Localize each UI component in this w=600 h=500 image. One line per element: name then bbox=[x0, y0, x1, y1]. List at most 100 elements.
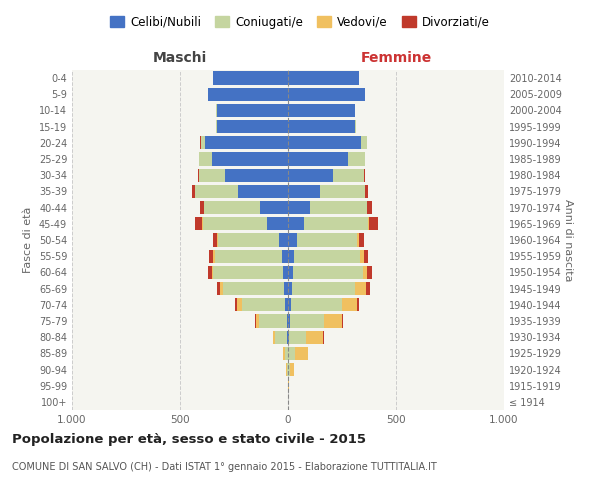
Bar bbox=[268, 217, 288, 230]
Bar bbox=[320, 185, 365, 198]
Bar bbox=[288, 298, 291, 312]
Bar bbox=[191, 185, 195, 198]
Bar bbox=[198, 168, 199, 182]
Bar bbox=[226, 168, 288, 182]
Bar bbox=[275, 330, 287, 344]
Bar bbox=[220, 282, 223, 295]
Bar bbox=[283, 266, 288, 279]
Bar bbox=[288, 152, 349, 166]
Bar bbox=[212, 266, 214, 279]
Bar bbox=[366, 282, 370, 295]
Bar bbox=[288, 217, 304, 230]
Bar bbox=[364, 250, 368, 263]
Bar bbox=[288, 363, 290, 376]
Y-axis label: Anni di nascita: Anni di nascita bbox=[563, 198, 573, 281]
Bar bbox=[292, 282, 355, 295]
Bar bbox=[290, 363, 294, 376]
Bar bbox=[280, 234, 288, 246]
Bar bbox=[289, 330, 306, 344]
Bar bbox=[214, 266, 283, 279]
Bar bbox=[341, 314, 343, 328]
Bar bbox=[288, 120, 355, 134]
Bar bbox=[291, 298, 342, 312]
Bar bbox=[242, 298, 285, 312]
Bar bbox=[208, 88, 288, 101]
Bar bbox=[288, 282, 292, 295]
Bar bbox=[287, 330, 288, 344]
Bar bbox=[215, 250, 281, 263]
Bar bbox=[288, 185, 320, 198]
Bar bbox=[204, 201, 260, 214]
Bar bbox=[368, 217, 369, 230]
Bar bbox=[209, 250, 214, 263]
Y-axis label: Fasce di età: Fasce di età bbox=[23, 207, 33, 273]
Bar bbox=[199, 152, 212, 166]
Bar bbox=[357, 234, 359, 246]
Bar bbox=[199, 168, 226, 182]
Text: COMUNE DI SAN SALVO (CH) - Dati ISTAT 1° gennaio 2015 - Elaborazione TUTTITALIA.: COMUNE DI SAN SALVO (CH) - Dati ISTAT 1°… bbox=[12, 462, 437, 472]
Bar bbox=[200, 136, 205, 149]
Bar bbox=[194, 217, 202, 230]
Bar bbox=[355, 120, 356, 134]
Bar bbox=[205, 136, 288, 149]
Bar bbox=[288, 266, 293, 279]
Bar bbox=[259, 314, 287, 328]
Text: Popolazione per età, sesso e stato civile - 2015: Popolazione per età, sesso e stato civil… bbox=[12, 432, 366, 446]
Bar bbox=[237, 298, 242, 312]
Bar bbox=[285, 298, 288, 312]
Legend: Celibi/Nubili, Coniugati/e, Vedovi/e, Divorziati/e: Celibi/Nubili, Coniugati/e, Vedovi/e, Di… bbox=[105, 11, 495, 34]
Bar bbox=[288, 104, 355, 117]
Bar bbox=[195, 185, 238, 198]
Bar bbox=[284, 346, 288, 360]
Bar bbox=[214, 72, 288, 85]
Bar bbox=[218, 234, 280, 246]
Bar bbox=[342, 298, 357, 312]
Bar bbox=[295, 250, 361, 263]
Bar bbox=[288, 201, 310, 214]
Bar bbox=[287, 363, 288, 376]
Bar bbox=[212, 152, 288, 166]
Bar bbox=[288, 168, 334, 182]
Bar bbox=[283, 346, 284, 360]
Bar bbox=[214, 250, 215, 263]
Bar bbox=[364, 168, 365, 182]
Text: Maschi: Maschi bbox=[153, 51, 207, 65]
Bar bbox=[203, 217, 268, 230]
Bar bbox=[256, 314, 259, 328]
Bar bbox=[288, 234, 296, 246]
Bar bbox=[238, 185, 288, 198]
Bar bbox=[367, 201, 371, 214]
Bar bbox=[324, 314, 341, 328]
Bar bbox=[215, 120, 217, 134]
Bar bbox=[355, 282, 366, 295]
Bar bbox=[357, 298, 359, 312]
Bar bbox=[287, 314, 288, 328]
Bar bbox=[274, 330, 275, 344]
Bar bbox=[288, 72, 359, 85]
Bar bbox=[359, 234, 364, 246]
Bar bbox=[217, 104, 288, 117]
Text: Femmine: Femmine bbox=[361, 51, 431, 65]
Bar bbox=[365, 185, 368, 198]
Bar bbox=[288, 250, 295, 263]
Bar bbox=[208, 266, 212, 279]
Bar bbox=[288, 88, 365, 101]
Bar bbox=[304, 217, 368, 230]
Bar bbox=[369, 217, 377, 230]
Bar bbox=[288, 330, 289, 344]
Bar bbox=[349, 152, 365, 166]
Bar bbox=[260, 201, 288, 214]
Bar bbox=[361, 250, 364, 263]
Bar bbox=[200, 201, 203, 214]
Bar bbox=[293, 266, 362, 279]
Bar bbox=[217, 234, 218, 246]
Bar bbox=[213, 234, 217, 246]
Bar bbox=[288, 136, 361, 149]
Bar bbox=[334, 168, 364, 182]
Bar bbox=[310, 201, 367, 214]
Bar bbox=[235, 298, 237, 312]
Bar bbox=[223, 282, 284, 295]
Bar bbox=[289, 346, 295, 360]
Bar bbox=[288, 314, 290, 328]
Bar bbox=[290, 314, 324, 328]
